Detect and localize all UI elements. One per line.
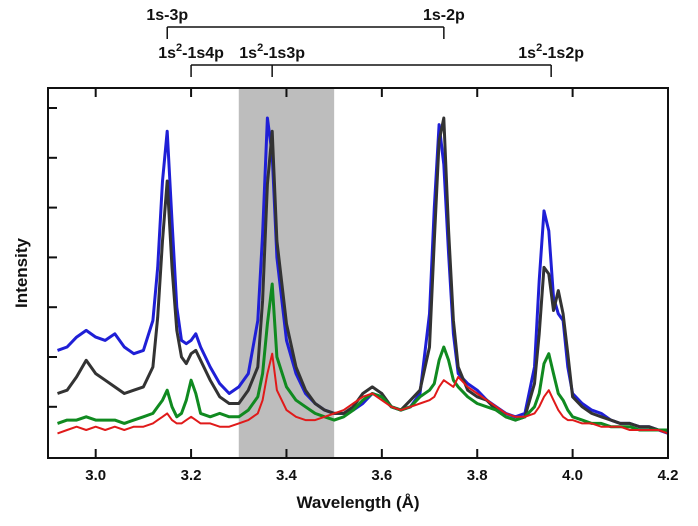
lower-label-2: 1s2-1s3p bbox=[239, 42, 305, 62]
x-tick-label: 3.8 bbox=[467, 467, 488, 484]
plot-frame bbox=[47, 87, 669, 459]
series-line-3 bbox=[57, 282, 668, 432]
x-tick-label: 4.0 bbox=[562, 467, 583, 484]
label-1s-3p: 1s-3p bbox=[146, 7, 188, 24]
x-axis-label: Wavelength (Å) bbox=[296, 493, 419, 512]
shaded-band bbox=[238, 88, 335, 458]
x-tick-label: 4.2 bbox=[658, 467, 679, 484]
series-line-4 bbox=[57, 352, 669, 435]
x-tick-label: 3.0 bbox=[85, 467, 106, 484]
x-tick-label: 3.6 bbox=[371, 467, 392, 484]
x-tick-label: 3.4 bbox=[276, 467, 298, 484]
series-line-1 bbox=[56, 116, 669, 435]
x-tick-label: 3.2 bbox=[181, 467, 202, 484]
series-line-2 bbox=[57, 116, 668, 432]
y-axis-label: Intensity bbox=[12, 238, 31, 308]
label-1s-2p: 1s-2p bbox=[423, 7, 465, 24]
lower-label-3: 1s2-1s2p bbox=[518, 42, 584, 62]
lower-label-1: 1s2-1s4p bbox=[158, 42, 224, 62]
